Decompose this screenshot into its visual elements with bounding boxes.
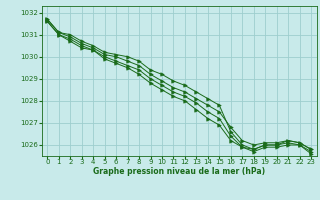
X-axis label: Graphe pression niveau de la mer (hPa): Graphe pression niveau de la mer (hPa): [93, 167, 265, 176]
